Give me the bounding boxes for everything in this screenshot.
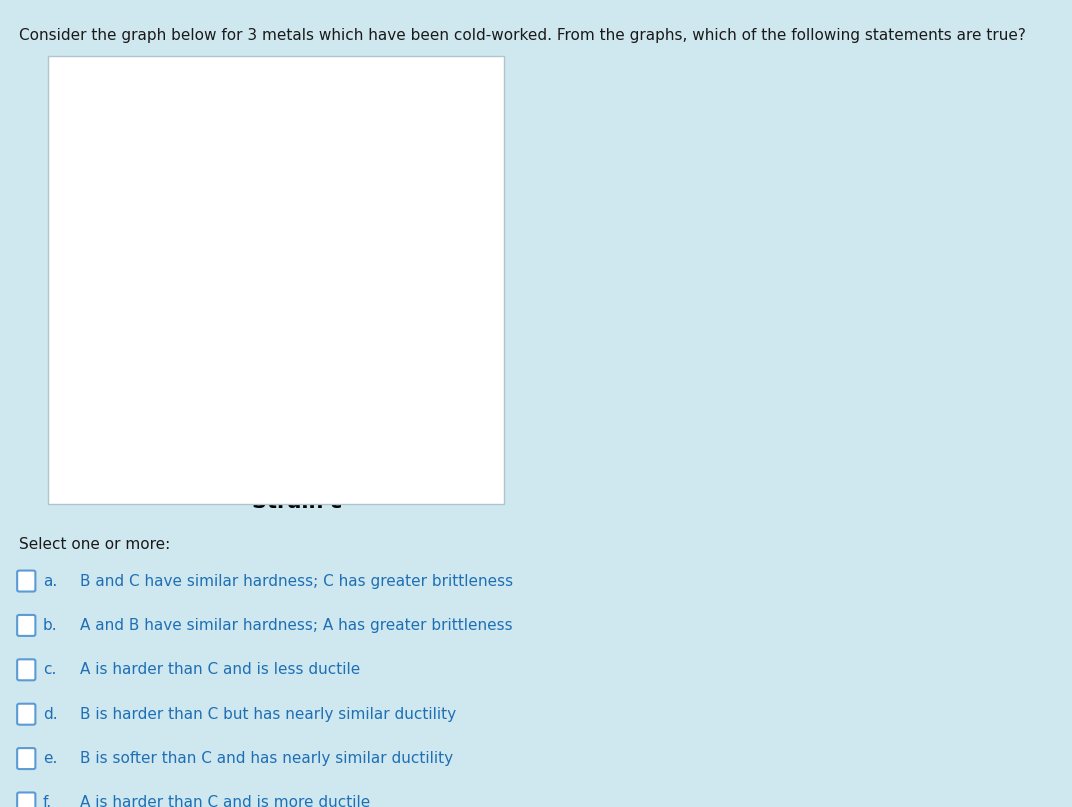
Text: A and B have similar hardness; A has greater brittleness: A and B have similar hardness; A has gre… bbox=[80, 618, 513, 633]
Text: B and C have similar hardness; C has greater brittleness: B and C have similar hardness; C has gre… bbox=[80, 574, 513, 588]
Text: B is softer than C and has nearly similar ductility: B is softer than C and has nearly simila… bbox=[80, 751, 453, 766]
Text: Consider the graph below for 3 metals which have been cold-worked. From the grap: Consider the graph below for 3 metals wh… bbox=[19, 28, 1026, 44]
Text: Strain ε: Strain ε bbox=[252, 492, 343, 512]
Text: a.: a. bbox=[43, 574, 57, 588]
Text: Stress σ: Stress σ bbox=[48, 231, 66, 298]
Text: A: A bbox=[272, 106, 291, 130]
Text: C: C bbox=[343, 203, 360, 227]
Text: B is harder than C but has nearly similar ductility: B is harder than C but has nearly simila… bbox=[80, 707, 457, 721]
Text: A is harder than C and is more ductile: A is harder than C and is more ductile bbox=[80, 796, 371, 807]
Text: d.: d. bbox=[43, 707, 58, 721]
Text: e.: e. bbox=[43, 751, 57, 766]
Text: B: B bbox=[311, 155, 329, 179]
Text: Select one or more:: Select one or more: bbox=[19, 537, 170, 552]
Text: A is harder than C and is less ductile: A is harder than C and is less ductile bbox=[80, 663, 360, 677]
Text: b.: b. bbox=[43, 618, 58, 633]
Text: c.: c. bbox=[43, 663, 56, 677]
Text: f.: f. bbox=[43, 796, 53, 807]
